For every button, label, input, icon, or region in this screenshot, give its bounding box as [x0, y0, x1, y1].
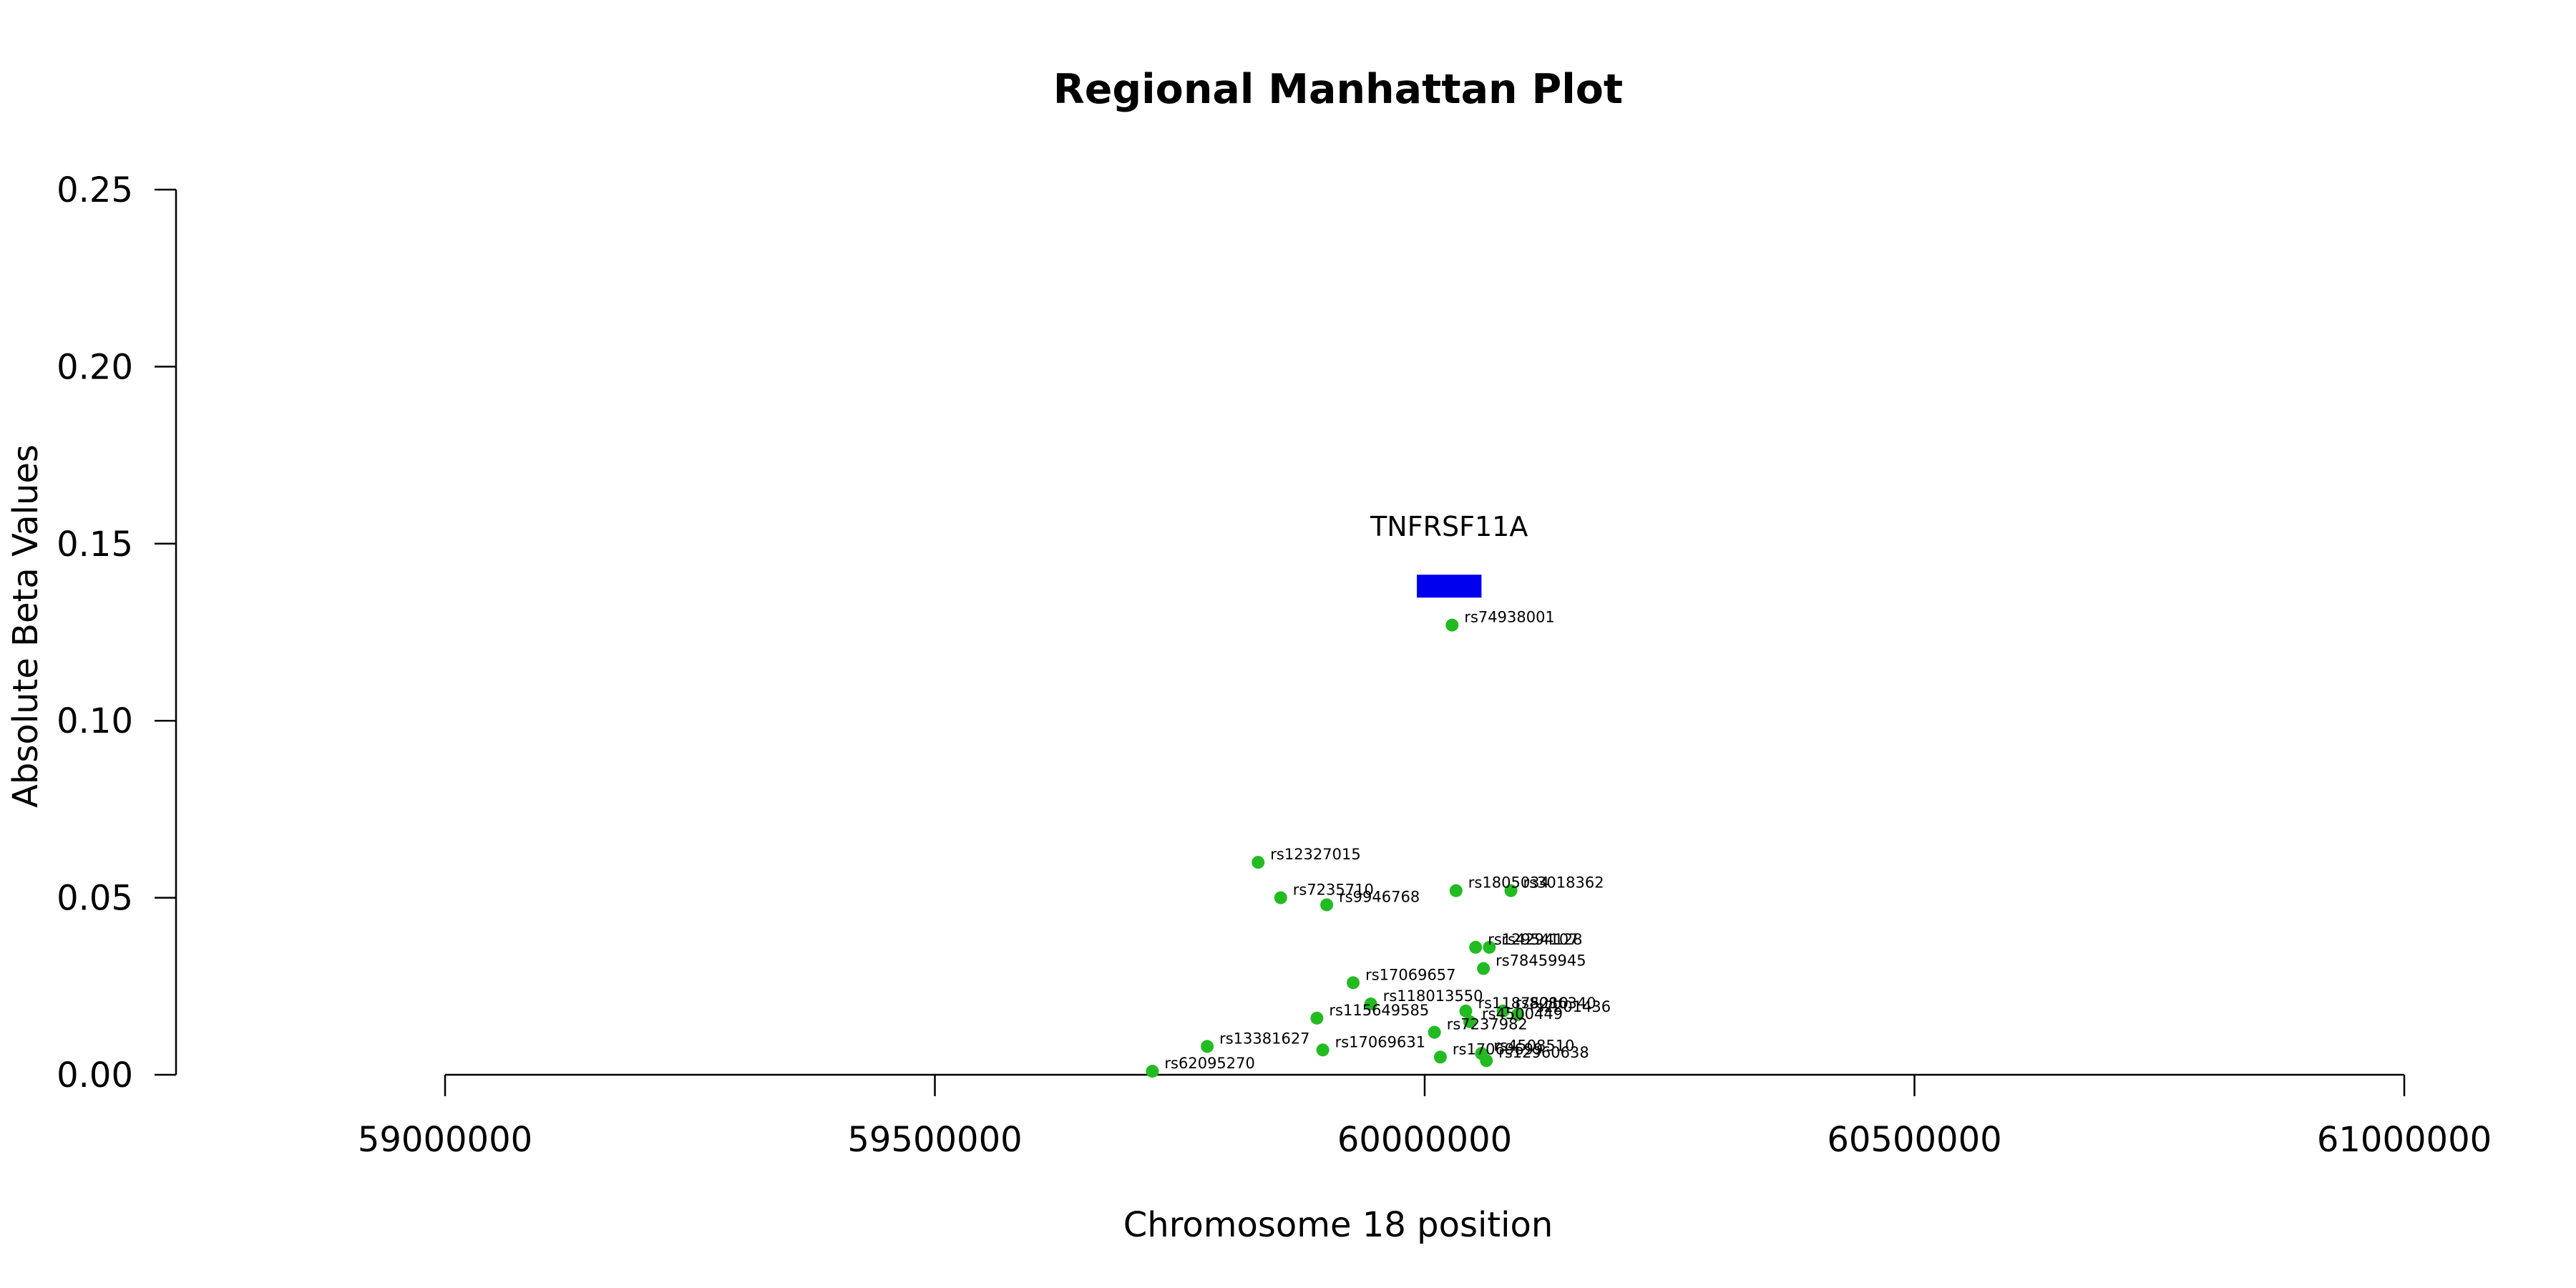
y-axis-label: Absolute Beta Values	[6, 444, 46, 808]
snp-label: rs12954107	[1488, 931, 1578, 948]
y-tick-label: 0.20	[57, 347, 133, 387]
snp-label: rs2201436	[1530, 998, 1611, 1015]
snp-label: rs74938001	[1464, 609, 1554, 626]
snp-label: rs17069657	[1365, 966, 1455, 983]
snp-point	[1433, 1050, 1447, 1064]
snp-label: rs7235710	[1293, 882, 1374, 899]
snp-point	[1469, 940, 1483, 954]
snp-point	[1201, 1040, 1214, 1053]
snp-label: rs9946768	[1339, 888, 1420, 905]
snp-point	[1459, 1004, 1473, 1018]
gene-track: TNFRSF11A	[1370, 511, 1528, 598]
snp-label: rs3018362	[1523, 874, 1604, 892]
x-axis-label: Chromosome 18 position	[1123, 1205, 1553, 1245]
axes: 0.00 0.05 0.10 0.15 0.20 0.25 59000000 59500000…	[57, 170, 2492, 1160]
snp-point	[1252, 856, 1265, 869]
snp-point	[1504, 884, 1518, 897]
snp-point	[1310, 1011, 1324, 1025]
y-tick-label: 0.00	[57, 1055, 133, 1096]
snp-label: rs12960638	[1498, 1044, 1589, 1061]
y-tick-label: 0.15	[57, 525, 133, 565]
chart-title: Regional Manhattan Plot	[1053, 66, 1623, 113]
snp-point	[1347, 976, 1360, 990]
gene-box	[1417, 575, 1482, 598]
snp-label: rs17069699	[1453, 1040, 1543, 1058]
snp-label: rs118013550	[1383, 987, 1483, 1005]
x-tick-label: 61000000	[2317, 1120, 2492, 1160]
snp-point	[1463, 1015, 1476, 1028]
y-tick-label: 0.25	[57, 170, 133, 210]
snp-point	[1428, 1025, 1441, 1039]
snp-label: rs13381627	[1219, 1030, 1309, 1047]
snp-point	[1320, 898, 1334, 912]
y-tick-label: 0.10	[57, 701, 133, 741]
snp-label: rs4500449	[1482, 1005, 1563, 1023]
snp-point	[1483, 940, 1496, 954]
snp-label: rs4508510	[1493, 1037, 1574, 1054]
x-tick-label: 60000000	[1337, 1120, 1512, 1160]
snp-point	[1364, 997, 1377, 1011]
snp-label: rs1805034	[1468, 874, 1549, 892]
snp-label: rs8086340	[1516, 995, 1596, 1012]
snp-label: rs11875210	[1478, 995, 1568, 1012]
snp-label: rs78459945	[1496, 952, 1586, 970]
snp-point	[1449, 884, 1463, 897]
snp-label: rs115649585	[1329, 1002, 1429, 1019]
snp-point	[1445, 618, 1459, 632]
gene-label: TNFRSF11A	[1370, 511, 1528, 542]
snp-point	[1477, 962, 1491, 975]
snp-point	[1274, 891, 1287, 904]
snp-point	[1496, 1004, 1510, 1018]
snp-point	[1316, 1043, 1330, 1057]
x-tick-label: 59500000	[847, 1120, 1022, 1160]
snp-points	[1146, 618, 1525, 1078]
snp-label: rs62095270	[1164, 1055, 1254, 1072]
x-tick-label: 59000000	[358, 1120, 532, 1160]
snp-label: rs4294128	[1501, 931, 1582, 948]
snp-label: rs7237982	[1447, 1016, 1528, 1033]
y-tick-label: 0.05	[57, 879, 133, 919]
snp-point	[1146, 1065, 1159, 1078]
x-tick-label: 60500000	[1827, 1120, 2001, 1160]
snp-point	[1511, 1008, 1525, 1021]
snp-label: rs12327015	[1270, 846, 1360, 863]
snp-label: rs17069631	[1335, 1033, 1425, 1050]
snp-point	[1480, 1054, 1493, 1068]
